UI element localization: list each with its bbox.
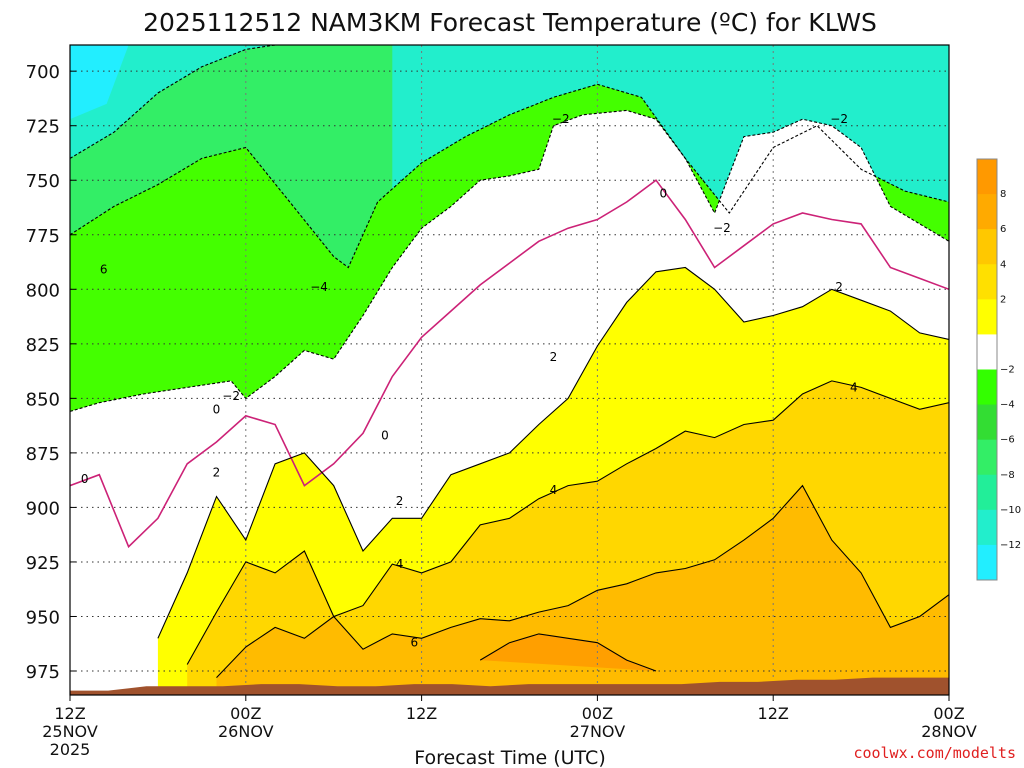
- y-axis: 700 725 750 775 800 825 850 875 900 925 950 975: [26, 62, 76, 683]
- y-tick-label: 950: [26, 607, 60, 628]
- x-tick-label: 00Z: [933, 704, 964, 723]
- contour-line-2: [157, 266, 949, 639]
- y-tick-label: 900: [26, 498, 60, 519]
- contour-label: −2: [222, 389, 240, 403]
- colorbar-segment: [977, 509, 997, 546]
- colorbar-segment: [977, 439, 997, 476]
- x-tick-label: 12Z: [406, 704, 437, 723]
- colorbar-label: −12: [1000, 540, 1021, 551]
- colorbar-segment: [977, 474, 997, 511]
- x-tick-label: 27NOV: [570, 722, 626, 741]
- y-tick-label: 725: [26, 117, 60, 138]
- colorbar-segment: [977, 264, 997, 300]
- plot-frame: [69, 44, 950, 696]
- contour-label: 2: [550, 350, 558, 364]
- y-tick-label: 750: [26, 171, 60, 192]
- contour-line--2: [70, 109, 949, 412]
- contour-label: 2: [835, 280, 843, 294]
- colorbar-label: 8: [1000, 189, 1006, 200]
- contour-label: 0: [660, 186, 668, 200]
- contour-label: 0: [381, 428, 389, 442]
- x-axis-label: Forecast Time (UTC): [414, 747, 605, 768]
- colorbar-label: 4: [1000, 259, 1006, 270]
- colorbar-label: 2: [1000, 294, 1006, 305]
- colorbar-label: −8: [1000, 470, 1015, 481]
- contour-layer: [70, 45, 949, 678]
- contour-line-0: [70, 179, 949, 549]
- colorbar-segment: [977, 334, 997, 370]
- colorbar-segment: [977, 159, 997, 195]
- y-tick-label: 800: [26, 280, 60, 301]
- x-tick-label: 2025: [50, 740, 91, 759]
- y-tick-label: 875: [26, 444, 60, 465]
- x-tick-label: 28NOV: [921, 722, 977, 741]
- colorbar-label: −10: [1000, 505, 1021, 516]
- colorbar-segment: [977, 544, 997, 581]
- colorbar-segment: [977, 229, 997, 265]
- temperature-fill-layer: [70, 45, 949, 695]
- contour-label: −2: [713, 221, 731, 235]
- y-tick-label: 975: [26, 662, 60, 683]
- terrain-fill: [70, 677, 949, 695]
- contour-label: 0: [81, 472, 89, 486]
- x-tick-label: 26NOV: [218, 722, 274, 741]
- y-tick-label: 850: [26, 389, 60, 410]
- contour-label: 6: [410, 636, 418, 650]
- contour-line-8: [479, 633, 657, 672]
- band-6: [216, 485, 949, 695]
- contour-label: 2: [213, 466, 221, 480]
- colorbar-label: −6: [1000, 435, 1015, 446]
- colorbar-segment: [977, 194, 997, 230]
- band-8: [480, 633, 656, 671]
- contour-line--4: [70, 83, 949, 269]
- colorbar-segment: [977, 299, 997, 335]
- colorbar-label: −2: [1000, 365, 1015, 376]
- credit-text: coolwx.com/modelts: [853, 744, 1016, 762]
- contour-line-4: [186, 380, 949, 665]
- contour-label: 6: [100, 263, 108, 277]
- y-tick-label: 825: [26, 335, 60, 356]
- y-tick-label: 700: [26, 62, 60, 83]
- y-tick-label: 925: [26, 553, 60, 574]
- contour-label: 0: [213, 402, 221, 416]
- contour-label: 4: [850, 380, 858, 394]
- contour-line-6: [216, 484, 949, 678]
- colorbar-frame: [976, 158, 998, 581]
- contour-label: −4: [310, 280, 328, 294]
- contour-label: 4: [550, 483, 558, 497]
- contour-line--6: [70, 45, 393, 159]
- x-tick-label: 12Z: [54, 704, 85, 723]
- x-tick-label: 00Z: [582, 704, 613, 723]
- contour-label: 2: [396, 494, 404, 508]
- x-tick-label: 25NOV: [42, 722, 98, 741]
- contour-label: −2: [830, 112, 848, 126]
- contour-label: 4: [396, 557, 404, 571]
- band-cold-corner: [70, 45, 129, 120]
- x-tick-label: 00Z: [230, 704, 261, 723]
- colorbar-label: −4: [1000, 400, 1015, 411]
- colorbar: 8 6 4 2 −2 −4 −6 −8 −10 −12: [976, 158, 1021, 581]
- grid-layer: [70, 45, 949, 695]
- colorbar-segment: [977, 369, 997, 406]
- colorbar-segment: [977, 404, 997, 441]
- y-tick-label: 775: [26, 226, 60, 247]
- chart-title: 2025112512 NAM3KM Forecast Temperature (…: [143, 8, 877, 37]
- x-tick-label: 12Z: [758, 704, 789, 723]
- terrain-layer: [70, 677, 949, 695]
- colorbar-label: 6: [1000, 224, 1006, 235]
- contour-label: −2: [552, 112, 570, 126]
